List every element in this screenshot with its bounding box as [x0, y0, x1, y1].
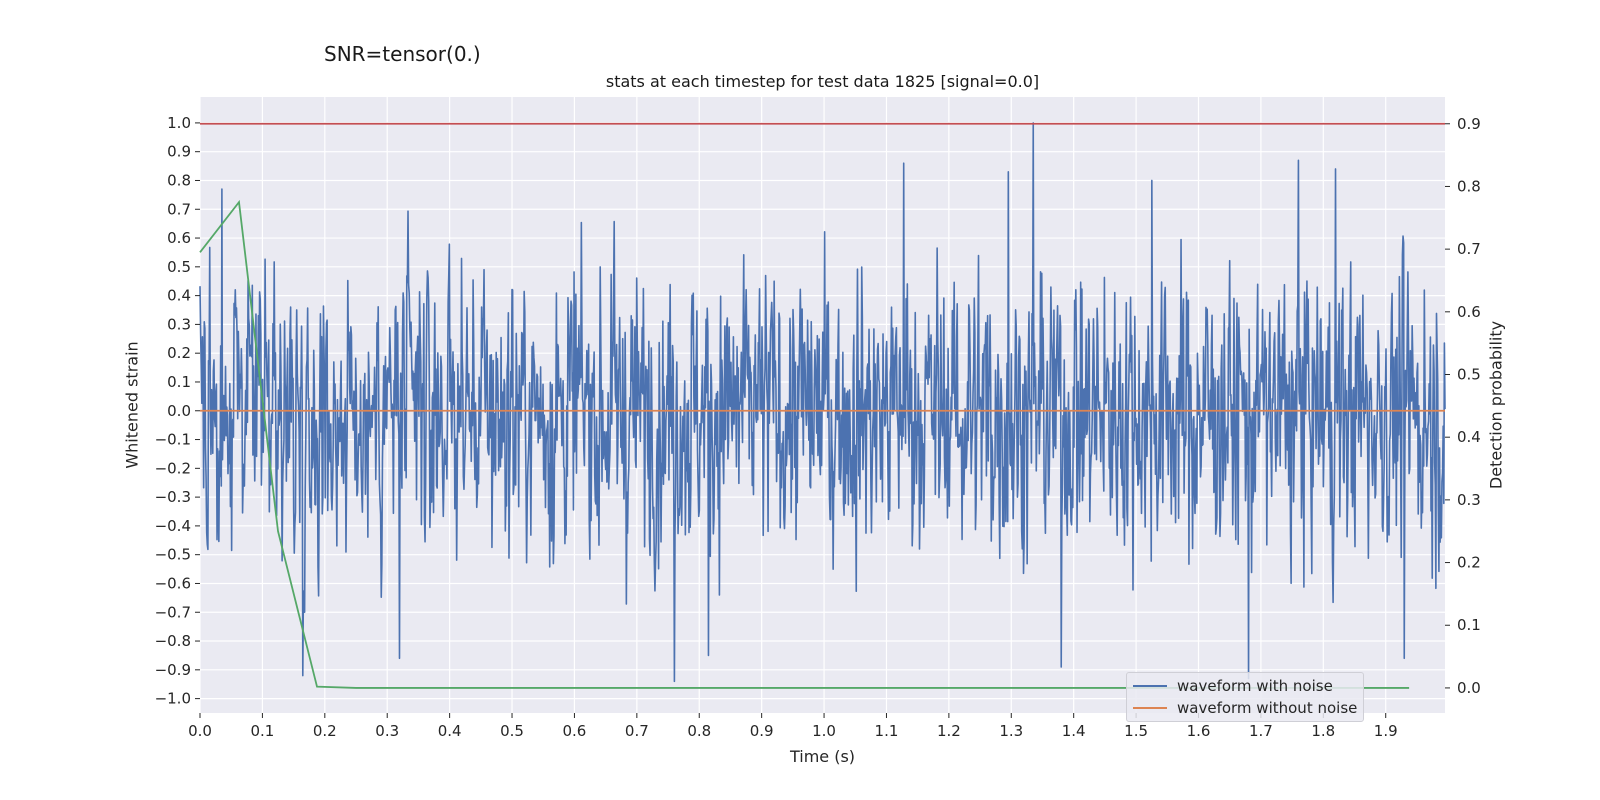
chart-legend: waveform with noise waveform without noi… — [1126, 672, 1364, 722]
series-line-waveform-with-noise — [199, 122, 1446, 683]
y-tick-label: −0.8 — [155, 632, 191, 650]
y-tick-label: 0.4 — [167, 287, 191, 305]
legend-entry-waveform-with-noise: waveform with noise — [1133, 675, 1333, 697]
x-axis-label: Time (s) — [789, 747, 856, 766]
x-tick-label: 0.6 — [563, 722, 587, 740]
y-right-tick-label: 0.1 — [1457, 616, 1481, 634]
x-tick-label: 0.3 — [375, 722, 399, 740]
chart-title: stats at each timestep for test data 182… — [605, 72, 1040, 91]
y-tick-label: 0.6 — [167, 229, 191, 247]
legend-swatch-blue — [1133, 685, 1167, 687]
y-tick-label: 0.5 — [167, 258, 191, 276]
legend-swatch-orange — [1133, 707, 1167, 709]
x-tick-label: 0.8 — [687, 722, 711, 740]
x-tick-label: 1.6 — [1187, 722, 1211, 740]
y-right-tick-label: 0.3 — [1457, 491, 1481, 509]
y-tick-label: 0.3 — [167, 315, 191, 333]
x-tick-label: 1.5 — [1124, 722, 1148, 740]
y-tick-label: 0.8 — [167, 171, 191, 189]
x-tick-label: 1.4 — [1062, 722, 1086, 740]
x-tick-label: 1.1 — [875, 722, 899, 740]
x-tick-label: 0.2 — [313, 722, 337, 740]
x-tick-label: 1.8 — [1311, 722, 1335, 740]
y-tick-label: −0.1 — [155, 431, 191, 449]
y-tick-label: −0.7 — [155, 603, 191, 621]
y-right-tick-label: 0.4 — [1457, 428, 1481, 446]
y-right-tick-label: 0.6 — [1457, 303, 1481, 321]
legend-entry-waveform-without-noise: waveform without noise — [1133, 697, 1357, 719]
y-tick-label: 0.7 — [167, 200, 191, 218]
y-right-tick-label: 0.2 — [1457, 554, 1481, 572]
x-tick-label: 1.0 — [812, 722, 836, 740]
y-right-tick-label: 0.5 — [1457, 366, 1481, 384]
x-tick-label: 1.2 — [937, 722, 961, 740]
y-right-tick-label: 0.9 — [1457, 115, 1481, 133]
y-tick-label: −0.4 — [155, 517, 191, 535]
x-tick-label: 0.1 — [250, 722, 274, 740]
x-tick-label: 0.7 — [625, 722, 649, 740]
x-tick-label: 0.0 — [188, 722, 212, 740]
x-tick-label: 1.3 — [999, 722, 1023, 740]
y-right-tick-label: 0.8 — [1457, 177, 1481, 195]
legend-label: waveform with noise — [1177, 677, 1333, 695]
series-line-detection-probability — [199, 199, 1410, 689]
figure-suptitle: SNR=tensor(0.) — [324, 42, 481, 66]
y-axis-label-left: Whitened strain — [122, 341, 142, 469]
y-tick-label: −1.0 — [155, 690, 191, 708]
y-axis-label-right: Detection probability — [1486, 320, 1506, 490]
y-right-tick-label: 0.7 — [1457, 240, 1481, 258]
y-tick-label: 0.0 — [167, 402, 191, 420]
y-tick-label: −0.3 — [155, 488, 191, 506]
x-tick-label: 1.9 — [1374, 722, 1398, 740]
y-tick-label: −0.2 — [155, 459, 191, 477]
y-tick-label: −0.5 — [155, 546, 191, 564]
x-tick-label: 0.4 — [438, 722, 462, 740]
y-right-tick-label: 0.0 — [1457, 679, 1481, 697]
y-tick-label: 0.2 — [167, 344, 191, 362]
y-tick-label: 0.1 — [167, 373, 191, 391]
x-tick-label: 0.5 — [500, 722, 524, 740]
legend-label: waveform without noise — [1177, 699, 1358, 717]
y-tick-label: −0.9 — [155, 661, 191, 679]
x-tick-label: 0.9 — [750, 722, 774, 740]
y-tick-label: 0.9 — [167, 143, 191, 161]
y-tick-label: 1.0 — [167, 114, 191, 132]
x-tick-label: 1.7 — [1249, 722, 1273, 740]
y-tick-label: −0.6 — [155, 574, 191, 592]
